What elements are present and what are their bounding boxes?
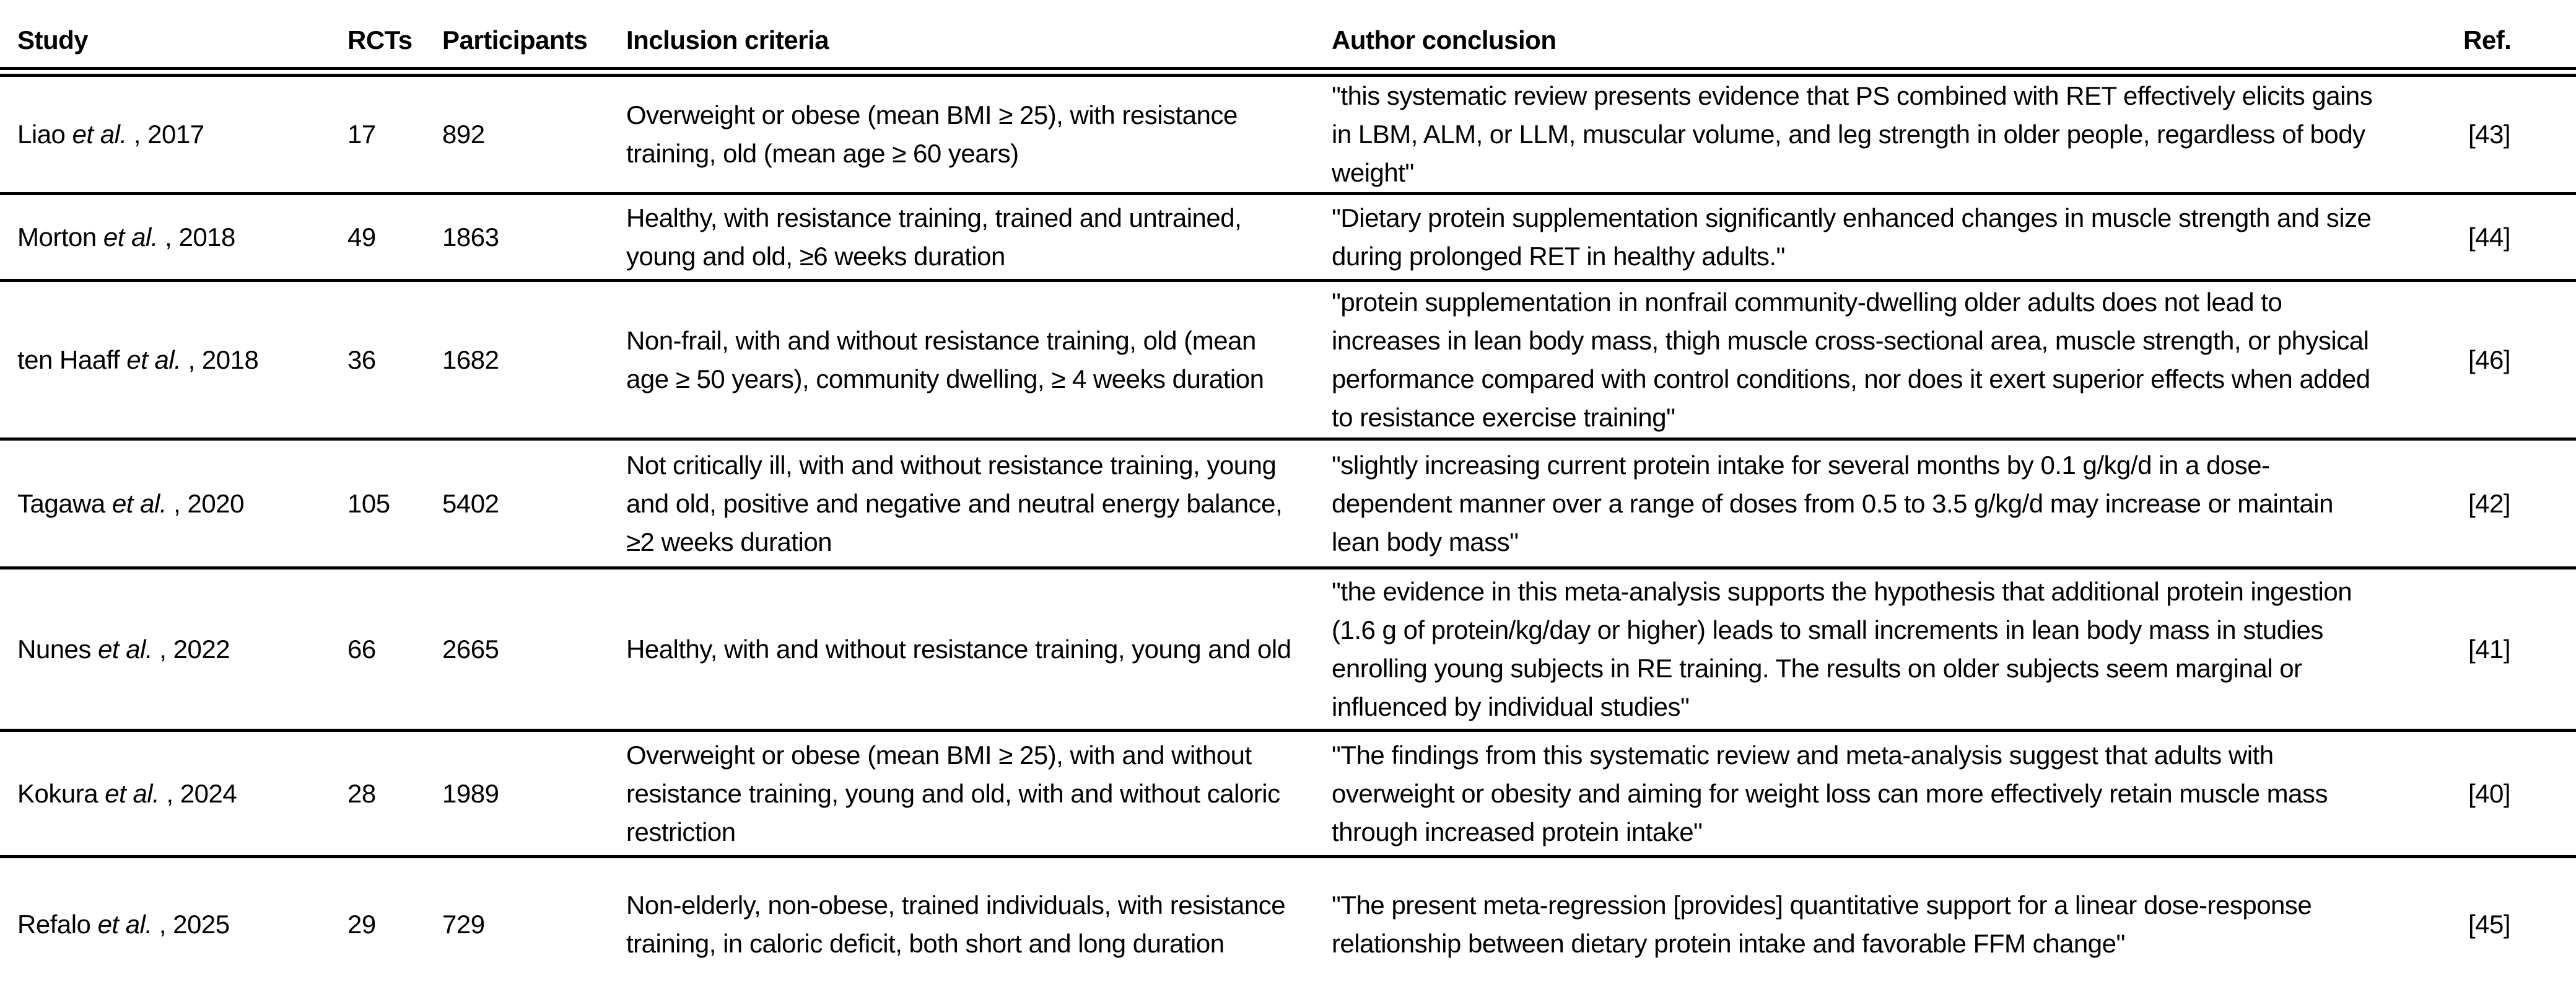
- author-conclusion-cell: "slightly increasing current protein int…: [1314, 439, 2446, 569]
- inclusion-criteria-cell: Healthy, with and without resistance tra…: [609, 568, 1314, 732]
- study-cell: ten Haaff et al. , 2018: [0, 280, 330, 441]
- study-author: Liao: [17, 120, 72, 149]
- study-cell: Tagawa et al. , 2020: [0, 439, 330, 569]
- study-author: Refalo: [17, 909, 98, 939]
- inclusion-criteria-cell: Non-elderly, non-obese, trained individu…: [626, 890, 1286, 958]
- column-header-inclusion-criteria: Inclusion criteria: [609, 0, 1314, 77]
- participants-cell: 5402: [425, 439, 609, 569]
- table-row: Refalo et al. , 2025 29 729 Non-elderly,…: [0, 857, 2576, 989]
- study-etal: et al.: [97, 909, 153, 939]
- study-etal: et al.: [105, 778, 160, 808]
- participants-cell: 1863: [425, 193, 609, 282]
- ref-cell: [40]: [2446, 730, 2576, 858]
- table-row: Morton et al. , 2018 49 1863 Healthy, wi…: [0, 193, 2576, 282]
- author-conclusion-cell: "this systematic review presents evidenc…: [1314, 72, 2446, 195]
- inclusion-criteria-cell: Non-frail, with and without resistance t…: [609, 280, 1314, 441]
- study-cell: Refalo et al. , 2025: [0, 857, 330, 989]
- column-header-rcts: RCTs: [330, 0, 425, 77]
- table-row: Tagawa et al. , 2020 105 5402 Not critic…: [0, 439, 2576, 569]
- study-author: Tagawa: [17, 488, 112, 518]
- table-header: Study RCTs Participants Inclusion criter…: [0, 0, 2576, 77]
- study-etal: et al.: [111, 488, 167, 518]
- ref-cell: [42]: [2446, 439, 2576, 569]
- column-header-author-conclusion: Author conclusion: [1314, 0, 2446, 77]
- rcts-cell: 17: [330, 72, 425, 195]
- study-year: , 2018: [181, 345, 259, 374]
- participants-cell: 1989: [425, 730, 609, 858]
- participants-cell: 892: [425, 72, 609, 195]
- study-author: Morton: [17, 222, 103, 252]
- study-cell: Liao et al. , 2017: [0, 72, 330, 195]
- rcts-cell: 105: [330, 439, 425, 569]
- ref-cell: [43]: [2446, 72, 2576, 195]
- study-year: , 2024: [159, 778, 237, 808]
- study-cell: Morton et al. , 2018: [0, 193, 330, 282]
- table-body: Liao et al. , 2017 17 892 Overweight or …: [0, 72, 2576, 989]
- column-header-study: Study: [0, 0, 330, 77]
- study-cell: Kokura et al. , 2024: [0, 730, 330, 858]
- study-year: , 2020: [167, 488, 244, 518]
- participants-cell: 2665: [425, 568, 609, 732]
- study-year: , 2018: [157, 222, 235, 252]
- study-author: Kokura: [17, 778, 105, 808]
- author-conclusion-cell: "Dietary protein supplementation signifi…: [1314, 193, 2446, 282]
- author-conclusion-cell: "The findings from this systematic revie…: [1314, 730, 2446, 858]
- author-conclusion-cell: "the evidence in this meta-analysis supp…: [1314, 568, 2446, 732]
- rcts-cell: 29: [347, 909, 376, 939]
- inclusion-criteria-cell: Healthy, with resistance training, train…: [609, 193, 1314, 282]
- table-row: Nunes et al. , 2022 66 2665 Healthy, wit…: [0, 568, 2576, 732]
- rcts-cell: 49: [330, 193, 425, 282]
- study-etal: et al.: [126, 345, 181, 374]
- study-author: Nunes: [17, 634, 98, 664]
- study-year: , 2022: [152, 634, 230, 664]
- rcts-cell: 28: [330, 730, 425, 858]
- ref-cell: [45]: [2468, 909, 2511, 939]
- participants-cell: 729: [442, 909, 485, 939]
- column-header-participants: Participants: [425, 0, 609, 77]
- study-etal: et al.: [103, 222, 159, 252]
- study-etal: et al.: [98, 634, 153, 664]
- study-etal: et al.: [72, 120, 128, 149]
- inclusion-criteria-cell: Overweight or obese (mean BMI ≥ 25), wit…: [609, 72, 1314, 195]
- ref-cell: [46]: [2446, 280, 2576, 441]
- table-row: Kokura et al. , 2024 28 1989 Overweight …: [0, 730, 2576, 858]
- table-row: ten Haaff et al. , 2018 36 1682 Non-frai…: [0, 280, 2576, 441]
- author-conclusion-cell: "protein supplementation in nonfrail com…: [1314, 280, 2446, 441]
- ref-cell: [44]: [2446, 193, 2576, 282]
- inclusion-criteria-cell: Not critically ill, with and without res…: [609, 439, 1314, 569]
- participants-cell: 1682: [425, 280, 609, 441]
- study-year: , 2025: [152, 909, 230, 939]
- study-cell: Nunes et al. , 2022: [0, 568, 330, 732]
- rcts-cell: 66: [330, 568, 425, 732]
- author-conclusion-cell: "The present meta-regression [provides] …: [1332, 890, 2312, 958]
- column-header-ref: Ref.: [2446, 0, 2576, 77]
- inclusion-criteria-cell: Overweight or obese (mean BMI ≥ 25), wit…: [609, 730, 1314, 858]
- study-year: , 2017: [126, 120, 204, 149]
- study-author: ten Haaff: [17, 345, 127, 374]
- table-row: Liao et al. , 2017 17 892 Overweight or …: [0, 72, 2576, 195]
- ref-cell: [41]: [2446, 568, 2576, 732]
- rcts-cell: 36: [330, 280, 425, 441]
